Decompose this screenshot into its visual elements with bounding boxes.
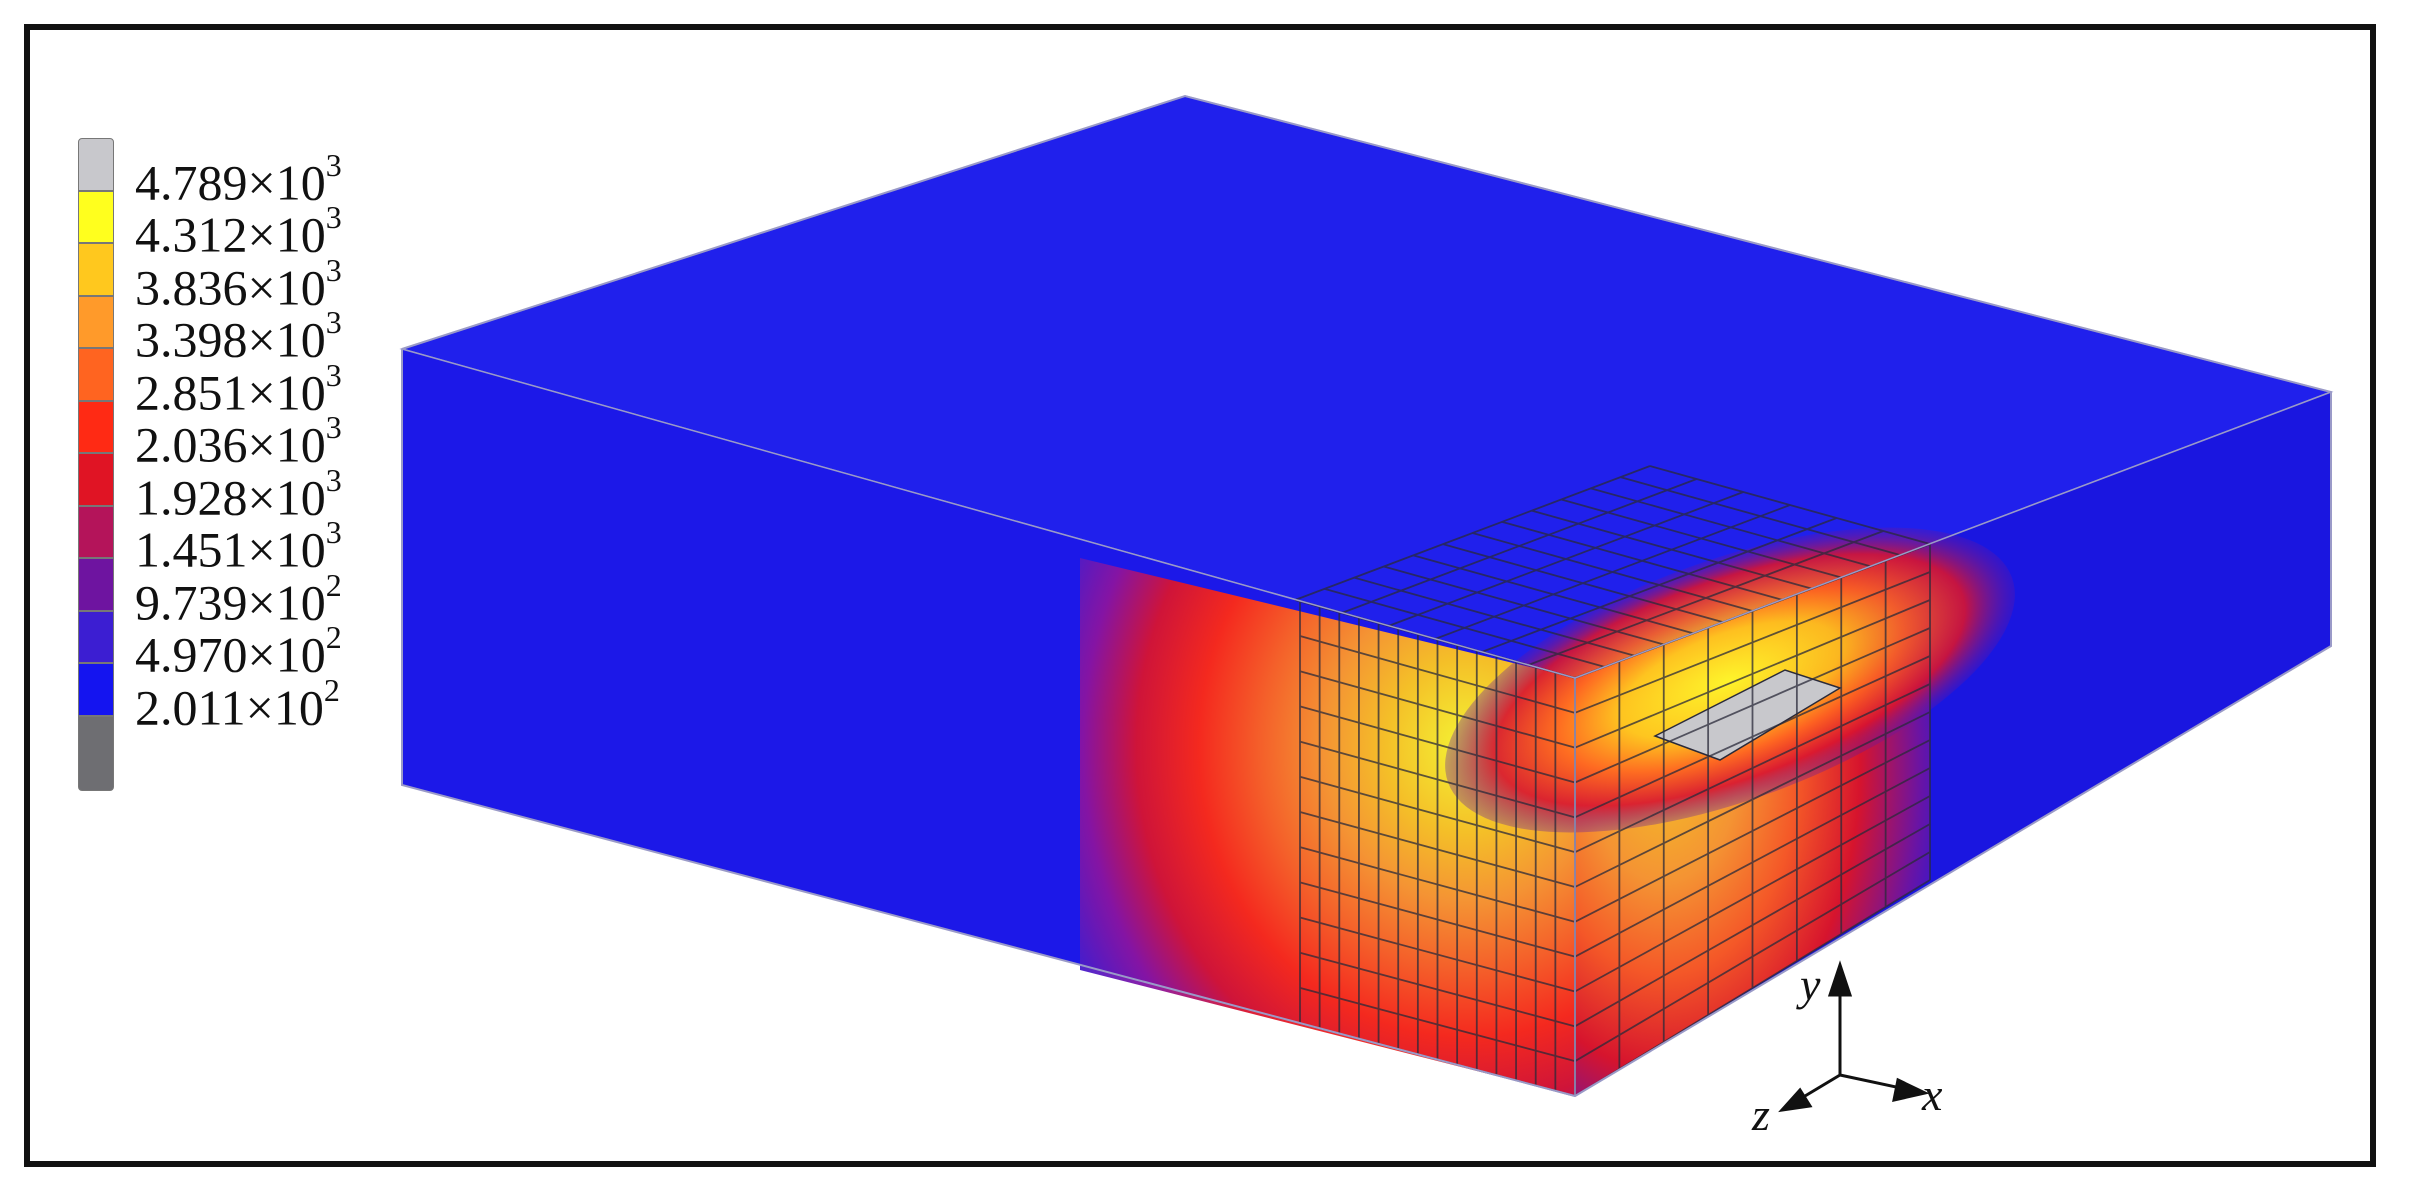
legend-label: 3.836×103 xyxy=(135,251,342,313)
x-axis-label: x xyxy=(1922,1069,1943,1120)
legend-exponent: 3 xyxy=(325,409,342,445)
mesh-line xyxy=(1574,683,1931,853)
legend-value: 4.789×10 xyxy=(135,154,326,211)
mesh-line xyxy=(1574,739,1931,923)
z-axis-label: z xyxy=(1752,1089,1770,1140)
legend-label: 9.739×102 xyxy=(135,566,342,628)
legend-label: 1.451×103 xyxy=(135,513,342,575)
mesh-line xyxy=(1574,795,1931,993)
legend-value: 4.312×10 xyxy=(135,206,326,263)
legend-swatch xyxy=(78,190,114,243)
mesh-line xyxy=(1574,851,1931,1062)
mesh-line xyxy=(1388,491,1744,627)
y-axis-label: y xyxy=(1800,959,1821,1010)
legend-label: 4.312×103 xyxy=(135,198,342,260)
mesh-line xyxy=(1574,571,1931,714)
legend-swatch xyxy=(78,400,114,453)
mesh-line xyxy=(1574,767,1931,958)
mesh-line xyxy=(1299,635,1576,714)
mesh-line xyxy=(1299,987,1576,1063)
mesh-line xyxy=(1299,846,1576,923)
legend-value: 1.928×10 xyxy=(135,469,326,526)
mesh-line xyxy=(1528,530,1884,666)
legend-swatch xyxy=(78,453,114,506)
mesh-line xyxy=(1299,811,1576,888)
legend-label: 2.011×102 xyxy=(135,671,340,733)
legend-exponent: 2 xyxy=(325,566,342,603)
legend-swatch xyxy=(78,348,114,401)
legend-label: 4.970×102 xyxy=(135,618,342,680)
legend-value: 2.036×10 xyxy=(135,416,326,473)
legend-swatch xyxy=(78,610,114,663)
legend-exponent: 2 xyxy=(325,619,342,655)
mesh-line xyxy=(1574,823,1931,1028)
legend-exponent: 3 xyxy=(325,146,342,183)
mesh-line xyxy=(1294,465,1651,601)
legend-swatch xyxy=(78,663,114,716)
top-hot-region xyxy=(1445,527,2015,833)
mesh-line xyxy=(1434,504,1791,640)
legend-exponent: 3 xyxy=(325,461,342,498)
legend-label: 2.851×103 xyxy=(135,356,342,418)
legend-label: 2.036×103 xyxy=(135,408,342,470)
mesh-line xyxy=(1574,627,1931,784)
legend-swatch xyxy=(78,505,114,558)
legend-value: 3.398×10 xyxy=(135,311,326,368)
mesh-line xyxy=(1299,740,1576,819)
legend-exponent: 3 xyxy=(325,304,342,340)
legend-value: 2.011×10 xyxy=(135,679,324,736)
legend-exponent: 3 xyxy=(325,199,342,235)
legend-value: 4.970×10 xyxy=(135,626,326,683)
legend-exponent: 3 xyxy=(325,251,342,288)
mesh-line xyxy=(1481,517,1837,653)
legend-swatch xyxy=(78,243,114,296)
legend-swatch xyxy=(78,295,114,348)
front-hot-region xyxy=(1080,558,1575,1096)
figure-frame: 4.789×103 4.312×103 3.836×103 3.398×103 2.85… xyxy=(24,24,2376,1167)
mesh-line xyxy=(1299,951,1576,1028)
peak-region xyxy=(1653,669,1842,761)
legend-exponent: 3 xyxy=(325,356,342,393)
mesh-line xyxy=(1574,599,1931,749)
legend-value: 9.739×10 xyxy=(135,574,326,631)
mesh-line xyxy=(1574,655,1931,819)
mesh-line xyxy=(1341,478,1697,614)
legend-swatch xyxy=(78,558,114,611)
legend-label: 1.928×103 xyxy=(135,461,342,523)
model-view xyxy=(399,94,2334,1113)
mesh-line xyxy=(1299,881,1576,958)
legend-swatch-bottom xyxy=(78,715,114,791)
mesh-line xyxy=(1299,670,1576,749)
mesh-line xyxy=(1299,775,1576,854)
mesh-line xyxy=(1574,711,1931,888)
legend-exponent: 2 xyxy=(323,671,340,708)
legend-exponent: 3 xyxy=(325,514,342,550)
mesh-line xyxy=(1299,916,1576,993)
block-outline xyxy=(401,94,2332,1098)
legend-label: 4.789×103 xyxy=(135,146,342,208)
legend-value: 3.836×10 xyxy=(135,259,326,316)
legend-value: 1.451×10 xyxy=(135,521,326,578)
legend-value: 2.851×10 xyxy=(135,364,326,421)
legend-swatch xyxy=(78,138,114,191)
axis-triad xyxy=(1778,960,1930,1113)
mesh-line xyxy=(1299,705,1576,784)
legend-label: 3.398×103 xyxy=(135,303,342,365)
